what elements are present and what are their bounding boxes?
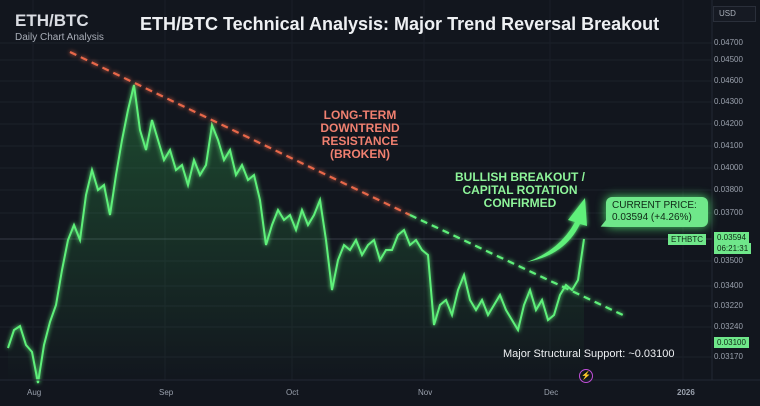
x-tick-label: Aug bbox=[27, 388, 42, 397]
y-tick-label: 0.03170 bbox=[714, 352, 743, 361]
annotation-line: BULLISH BREAKOUT / bbox=[455, 170, 585, 184]
y-tick-label: 0.04700 bbox=[714, 38, 743, 47]
x-tick-label: Dec bbox=[544, 388, 559, 397]
current-price-callout: CURRENT PRICE: 0.03594 (+4.26%) bbox=[606, 197, 708, 227]
y-tick-label: 0.03800 bbox=[714, 185, 743, 194]
y-tick-label: 0.04000 bbox=[714, 163, 743, 172]
breakout-arrow-icon bbox=[527, 198, 587, 262]
callout-value: 0.03594 (+4.26%) bbox=[612, 212, 692, 223]
lightning-icon[interactable]: ⚡ bbox=[579, 369, 593, 383]
subtitle: Daily Chart Analysis bbox=[15, 32, 104, 43]
symbol-header: ETH/BTC Daily Chart Analysis bbox=[15, 11, 104, 43]
currency-selector[interactable]: USD bbox=[713, 6, 756, 22]
x-tick-label: Sep bbox=[159, 388, 174, 397]
resistance-trendline bbox=[69, 51, 411, 216]
annotation-line: LONG-TERM bbox=[323, 108, 397, 122]
y-tick-label: 0.04500 bbox=[714, 55, 743, 64]
support-annotation: Major Structural Support: ~0.03100 bbox=[503, 348, 675, 360]
y-tick-label: 0.03500 bbox=[714, 256, 743, 265]
resistance-annotation: LONG-TERM DOWNTREND RESISTANCE (BROKEN) bbox=[310, 109, 410, 161]
annotation-line: CONFIRMED bbox=[483, 196, 557, 210]
annotation-line: CAPITAL ROTATION bbox=[462, 183, 578, 197]
annotation-line: (BROKEN) bbox=[330, 147, 390, 161]
y-tick-label: 0.04200 bbox=[714, 119, 743, 128]
y-tick-label: 0.03700 bbox=[714, 208, 743, 217]
price-area bbox=[8, 85, 584, 383]
annotation-line: DOWNTREND bbox=[320, 121, 400, 135]
y-tick-label: 0.03220 bbox=[714, 301, 743, 310]
x-tick-label: Nov bbox=[418, 388, 433, 397]
x-tick-label: Oct bbox=[286, 388, 299, 397]
x-tick-label: 2026 bbox=[677, 388, 695, 397]
callout-label: CURRENT PRICE: bbox=[612, 200, 697, 211]
y-tick-label: 0.04600 bbox=[714, 76, 743, 85]
support-tag: 0.03100 bbox=[714, 337, 749, 348]
price-line bbox=[7, 84, 585, 384]
broken-trendline bbox=[409, 214, 626, 317]
price-tag: 0.03594 bbox=[714, 232, 749, 243]
symbol-tag: ETHBTC bbox=[668, 234, 706, 245]
y-tick-label: 0.04300 bbox=[714, 97, 743, 106]
chart-title: ETH/BTC Technical Analysis: Major Trend … bbox=[140, 14, 660, 34]
y-tick-label: 0.03400 bbox=[714, 281, 743, 290]
breakout-annotation: BULLISH BREAKOUT / CAPITAL ROTATION CONF… bbox=[440, 171, 600, 210]
countdown-tag: 06:21:31 bbox=[714, 243, 752, 254]
y-tick-label: 0.04100 bbox=[714, 141, 743, 150]
annotation-line: RESISTANCE bbox=[321, 134, 399, 148]
symbol-label: ETH/BTC bbox=[15, 11, 89, 30]
y-tick-label: 0.03240 bbox=[714, 322, 743, 331]
